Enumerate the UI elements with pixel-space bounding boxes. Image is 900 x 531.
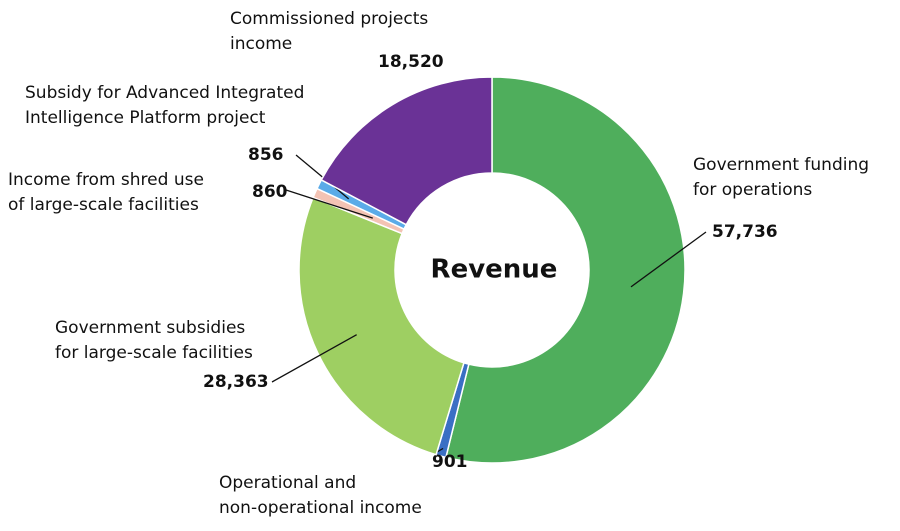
chart-title: Revenue bbox=[431, 255, 558, 285]
leader-line bbox=[285, 189, 373, 219]
value-label: 57,736 bbox=[712, 222, 778, 242]
slice-label: Income from shred use bbox=[8, 170, 204, 190]
value-label: 856 bbox=[248, 145, 284, 165]
leader-line bbox=[436, 447, 444, 453]
slice-label: Subsidy for Advanced Integrated bbox=[25, 83, 304, 103]
donut-slice bbox=[444, 76, 686, 464]
value-label: 901 bbox=[432, 452, 468, 472]
value-label: 18,520 bbox=[378, 52, 444, 72]
slice-label: Government funding bbox=[693, 155, 869, 175]
slice-label: Government subsidies bbox=[55, 318, 245, 338]
value-label: 860 bbox=[252, 182, 288, 202]
leader-line bbox=[630, 231, 707, 288]
leader-line bbox=[271, 334, 357, 383]
slice-label: for operations bbox=[693, 180, 812, 200]
slice-label: Operational and bbox=[219, 473, 356, 493]
donut-slice bbox=[298, 196, 465, 456]
slice-label: Commissioned projects bbox=[230, 9, 428, 29]
slice-label: Intelligence Platform project bbox=[25, 108, 266, 128]
slice-label: of large-scale facilities bbox=[8, 195, 199, 215]
slice-label: for large-scale facilities bbox=[55, 343, 253, 363]
slice-label: income bbox=[230, 34, 292, 54]
slice-label: non-operational income bbox=[219, 498, 422, 518]
value-label: 28,363 bbox=[203, 372, 269, 392]
donut-slice bbox=[320, 76, 493, 226]
